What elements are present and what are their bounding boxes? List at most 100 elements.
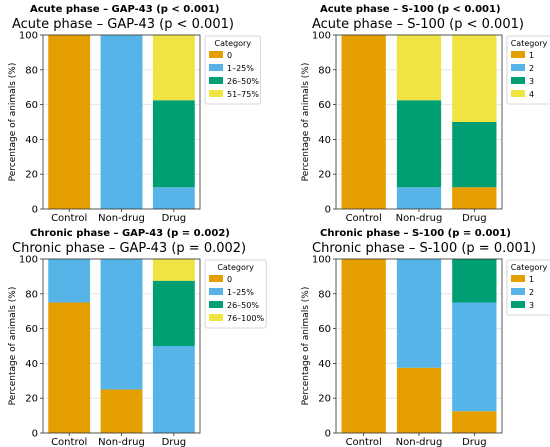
- x-tick-label: Drug: [162, 437, 187, 447]
- legend-label: 0: [227, 275, 232, 284]
- bar-segment: [452, 411, 497, 433]
- panel-title: Acute phase – S-100 (p < 0.001): [312, 17, 524, 32]
- panel-title: Chronic phase – S-100 (p = 0.001): [312, 241, 536, 256]
- legend-label: 26–50%: [227, 301, 259, 310]
- legend: Category 0 1–25% 26–50% 76–100%: [204, 259, 267, 329]
- y-axis-label: Percentage of animals (%): [8, 287, 18, 406]
- bar-segment: [396, 259, 442, 368]
- legend-label: 26–50%: [227, 77, 259, 86]
- panel-suptitle: Chronic phase – GAP-43 (p = 0.002): [30, 228, 230, 239]
- panel-suptitle: Acute phase – S-100 (p < 0.001): [320, 4, 501, 15]
- bar-segment: [396, 367, 442, 433]
- legend-label: 4: [529, 90, 534, 99]
- x-tick-label: Control: [346, 437, 382, 447]
- chart-panel-4: Chronic phase – S-100 (p = 0.001) Chronic…: [301, 228, 550, 447]
- y-axis-label: Percentage of animals (%): [301, 63, 311, 182]
- legend-swatch: [209, 90, 223, 97]
- bar-segment: [100, 389, 143, 433]
- legend-label: 1: [529, 275, 534, 284]
- y-tick-label: 80: [318, 289, 331, 300]
- legend-swatch: [209, 64, 223, 71]
- legend-label: 2: [529, 288, 534, 297]
- legend-title: Category: [215, 39, 252, 48]
- x-tick-label: Control: [51, 437, 87, 447]
- legend: Category 0 1–25% 26–50% 51–75%: [204, 35, 261, 105]
- plot-frame: [42, 258, 201, 434]
- panel-title: Acute phase – GAP-43 (p < 0.001): [12, 17, 234, 32]
- legend-label: 3: [529, 77, 534, 86]
- bar-segment: [48, 35, 91, 209]
- y-tick-label: 60: [318, 324, 331, 335]
- bar-segment: [452, 302, 497, 412]
- legend-label: 3: [529, 301, 534, 310]
- legend-label: 76–100%: [227, 314, 264, 323]
- y-tick-label: 40: [318, 359, 331, 370]
- y-axis-label: Percentage of animals (%): [8, 63, 18, 182]
- panel-suptitle: Chronic phase – S-100 (p = 0.001): [320, 228, 511, 239]
- legend-swatch: [511, 51, 525, 58]
- y-tick-label: 80: [25, 289, 38, 300]
- y-tick-label: 80: [318, 65, 331, 76]
- x-tick-label: Drug: [462, 213, 487, 224]
- legend-swatch: [511, 275, 525, 282]
- bar-segment: [152, 259, 195, 281]
- legend-swatch: [209, 275, 223, 282]
- legend-label: 1–25%: [227, 64, 254, 73]
- y-tick-label: 0: [32, 429, 38, 440]
- bar-segment: [396, 187, 442, 209]
- y-axis-label: Percentage of animals (%): [301, 287, 311, 406]
- legend-swatch: [209, 301, 223, 308]
- x-tick-label: Non-drug: [396, 213, 443, 224]
- x-tick-label: Drug: [462, 437, 487, 447]
- chart-panel-3: Chronic phase – GAP-43 (p = 0.002) Chroni…: [8, 228, 267, 447]
- y-tick-label: 40: [25, 359, 38, 370]
- panel-title: Chronic phase – GAP-43 (p = 0.002): [12, 241, 246, 256]
- bar-segment: [152, 35, 195, 101]
- y-tick-label: 20: [318, 394, 331, 405]
- x-tick-label: Non-drug: [396, 437, 443, 447]
- y-tick-label: 60: [318, 100, 331, 111]
- y-tick-label: 100: [312, 31, 331, 42]
- legend-title: Category: [511, 263, 548, 272]
- bar-segment: [452, 35, 497, 122]
- bar-segment: [341, 259, 386, 433]
- legend-swatch: [511, 77, 525, 84]
- chart-panel-1: Acute phase – GAP-43 (p < 0.001) Acute ph…: [8, 4, 261, 224]
- x-tick-label: Control: [346, 213, 382, 224]
- x-tick-label: Control: [51, 213, 87, 224]
- y-tick-label: 60: [25, 100, 38, 111]
- y-tick-label: 40: [318, 135, 331, 146]
- legend-swatch: [209, 51, 223, 58]
- y-tick-label: 40: [25, 135, 38, 146]
- x-tick-label: Non-drug: [98, 437, 145, 447]
- bar-segment: [452, 187, 497, 209]
- bar-segment: [100, 35, 143, 209]
- legend-swatch: [511, 64, 525, 71]
- legend-label: 2: [529, 64, 534, 73]
- bar-segment: [48, 302, 91, 433]
- bar-segment: [396, 35, 442, 101]
- bar-segment: [341, 35, 386, 209]
- plot-frame: [335, 258, 503, 434]
- y-tick-label: 100: [19, 31, 38, 42]
- bar-segment: [452, 259, 497, 303]
- y-tick-label: 20: [318, 170, 331, 181]
- chart-panel-2: Acute phase – S-100 (p < 0.001) Acute pha…: [301, 4, 550, 224]
- legend-label: 1: [529, 51, 534, 60]
- y-tick-label: 80: [25, 65, 38, 76]
- bar-segment: [100, 259, 143, 390]
- y-tick-label: 0: [32, 205, 38, 216]
- y-tick-label: 60: [25, 324, 38, 335]
- legend-title: Category: [511, 39, 548, 48]
- bar-segment: [152, 187, 195, 209]
- legend: Category 1 2 3 4: [506, 35, 550, 105]
- legend-swatch: [511, 90, 525, 97]
- y-tick-label: 100: [19, 255, 38, 266]
- bar-segment: [396, 100, 442, 188]
- legend-title: Category: [217, 263, 254, 272]
- bar-segment: [152, 280, 195, 346]
- bar-segment: [152, 346, 195, 433]
- legend-label: 1–25%: [227, 288, 254, 297]
- y-tick-label: 100: [312, 255, 331, 266]
